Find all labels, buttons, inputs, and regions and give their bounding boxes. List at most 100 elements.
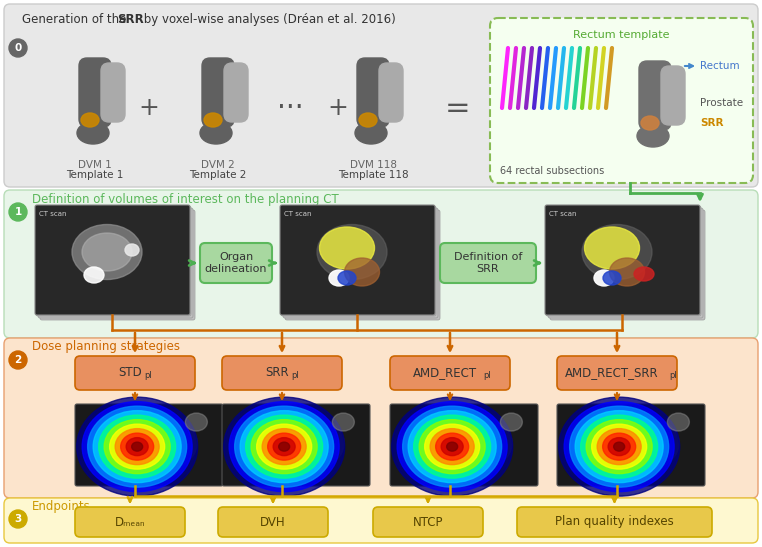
FancyBboxPatch shape xyxy=(285,210,440,320)
Text: 3: 3 xyxy=(14,514,21,524)
Ellipse shape xyxy=(501,413,523,431)
Ellipse shape xyxy=(125,244,139,256)
Ellipse shape xyxy=(597,429,641,464)
FancyBboxPatch shape xyxy=(4,4,758,187)
Text: Plan quality indexes: Plan quality indexes xyxy=(555,515,674,528)
Text: pl: pl xyxy=(145,371,152,381)
Text: =: = xyxy=(445,94,471,123)
FancyBboxPatch shape xyxy=(75,404,223,486)
FancyBboxPatch shape xyxy=(517,507,712,537)
Text: NTCP: NTCP xyxy=(413,515,443,528)
Text: Organ
delineation: Organ delineation xyxy=(205,252,267,274)
Text: DVM 2: DVM 2 xyxy=(201,160,235,170)
Text: Definition of
SRR: Definition of SRR xyxy=(454,252,522,274)
FancyBboxPatch shape xyxy=(548,208,703,318)
FancyBboxPatch shape xyxy=(546,206,701,316)
Text: 64 rectal subsections: 64 rectal subsections xyxy=(500,166,604,176)
Ellipse shape xyxy=(267,433,301,460)
Ellipse shape xyxy=(82,233,132,271)
Ellipse shape xyxy=(262,429,306,464)
Ellipse shape xyxy=(273,438,295,456)
Ellipse shape xyxy=(414,415,491,478)
Ellipse shape xyxy=(257,424,312,469)
Text: Template 1: Template 1 xyxy=(66,170,123,180)
Ellipse shape xyxy=(603,433,636,460)
Ellipse shape xyxy=(344,258,379,286)
FancyBboxPatch shape xyxy=(36,206,191,316)
Text: pl: pl xyxy=(291,371,299,381)
Ellipse shape xyxy=(251,420,317,474)
Text: AMD_RECT: AMD_RECT xyxy=(413,366,477,380)
Text: 1: 1 xyxy=(14,207,21,217)
Text: DVM 118: DVM 118 xyxy=(350,160,396,170)
Ellipse shape xyxy=(88,406,187,487)
Ellipse shape xyxy=(110,424,165,469)
Ellipse shape xyxy=(355,122,387,144)
Text: STD: STD xyxy=(118,366,142,380)
Text: 2: 2 xyxy=(14,355,21,365)
Ellipse shape xyxy=(115,429,159,464)
Ellipse shape xyxy=(200,122,232,144)
Ellipse shape xyxy=(319,227,374,269)
Ellipse shape xyxy=(610,258,645,286)
Text: Dose planning strategies: Dose planning strategies xyxy=(32,340,180,353)
Text: CT 60: CT 60 xyxy=(37,207,65,217)
Ellipse shape xyxy=(82,401,192,492)
Ellipse shape xyxy=(120,433,154,460)
FancyBboxPatch shape xyxy=(224,63,248,122)
Ellipse shape xyxy=(132,442,142,451)
Text: +: + xyxy=(139,96,159,120)
FancyBboxPatch shape xyxy=(661,66,685,125)
Text: CT scan: CT scan xyxy=(549,211,577,217)
FancyBboxPatch shape xyxy=(75,356,195,390)
Ellipse shape xyxy=(77,122,109,144)
Ellipse shape xyxy=(229,401,339,492)
Text: CT scan: CT scan xyxy=(284,211,312,217)
Text: Rectum template: Rectum template xyxy=(573,30,669,40)
Text: Dₘₑₐₙ: Dₘₑₐₙ xyxy=(115,515,146,528)
Ellipse shape xyxy=(359,113,377,127)
Ellipse shape xyxy=(93,411,181,482)
Ellipse shape xyxy=(570,406,669,487)
Text: Endpoints: Endpoints xyxy=(32,500,91,513)
Circle shape xyxy=(9,203,27,221)
Ellipse shape xyxy=(126,438,148,456)
FancyBboxPatch shape xyxy=(200,243,272,283)
Ellipse shape xyxy=(72,224,142,280)
Ellipse shape xyxy=(594,270,614,286)
Ellipse shape xyxy=(634,267,654,281)
Ellipse shape xyxy=(591,424,647,469)
Text: Prostate: Prostate xyxy=(700,98,743,108)
FancyBboxPatch shape xyxy=(440,243,536,283)
Text: SRR: SRR xyxy=(265,366,289,380)
Circle shape xyxy=(9,510,27,528)
Text: +: + xyxy=(328,96,348,120)
Text: pl: pl xyxy=(670,371,677,381)
Ellipse shape xyxy=(104,420,170,474)
Text: Rectum: Rectum xyxy=(700,61,740,71)
Ellipse shape xyxy=(424,424,479,469)
Ellipse shape xyxy=(338,271,356,285)
Ellipse shape xyxy=(668,413,690,431)
Text: SRR: SRR xyxy=(117,13,144,26)
Ellipse shape xyxy=(86,411,197,476)
FancyBboxPatch shape xyxy=(379,63,403,122)
Text: by voxel-wise analyses (Dréan et al. 2016): by voxel-wise analyses (Dréan et al. 201… xyxy=(140,13,395,26)
FancyBboxPatch shape xyxy=(280,205,435,315)
FancyBboxPatch shape xyxy=(202,58,234,127)
Text: Template 118: Template 118 xyxy=(338,170,408,180)
Ellipse shape xyxy=(641,116,659,130)
Text: ···: ··· xyxy=(277,94,303,122)
Ellipse shape xyxy=(240,411,328,482)
Ellipse shape xyxy=(575,411,663,482)
FancyBboxPatch shape xyxy=(557,404,705,486)
Ellipse shape xyxy=(559,397,680,496)
Ellipse shape xyxy=(447,442,458,451)
Ellipse shape xyxy=(98,415,176,478)
Ellipse shape xyxy=(581,415,658,478)
Ellipse shape xyxy=(419,420,485,474)
Ellipse shape xyxy=(603,271,621,285)
FancyBboxPatch shape xyxy=(222,356,342,390)
FancyBboxPatch shape xyxy=(357,58,389,127)
Ellipse shape xyxy=(568,411,679,476)
